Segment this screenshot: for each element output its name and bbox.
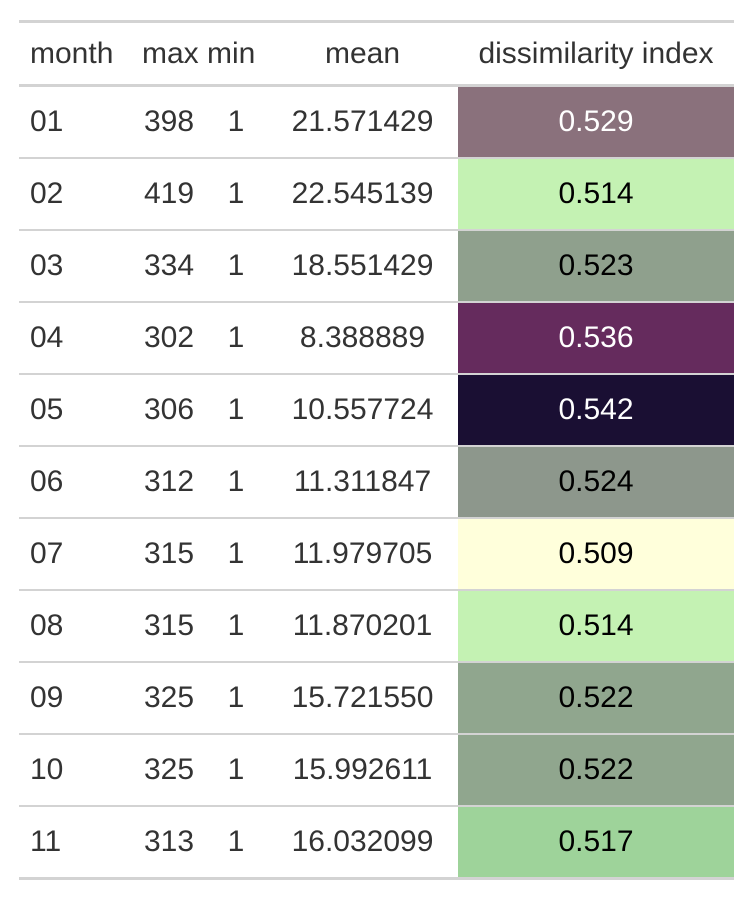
mean-cell: 15.721550 — [267, 661, 458, 734]
table-row: 04 302 1 8.388889 0.536 — [19, 301, 734, 374]
table-row: 07 315 1 11.979705 0.509 — [19, 517, 734, 590]
mean-cell: 11.870201 — [267, 589, 458, 662]
min-cell: 1 — [205, 589, 267, 662]
max-cell: 306 — [137, 373, 205, 446]
max-cell: 315 — [137, 589, 205, 662]
max-cell: 312 — [137, 445, 205, 518]
mean-cell: 18.551429 — [267, 229, 458, 302]
month-cell: 02 — [19, 157, 137, 230]
table-row: 06 312 1 11.311847 0.524 — [19, 445, 734, 518]
max-cell: 334 — [137, 229, 205, 302]
min-cell: 1 — [205, 517, 267, 590]
mean-cell: 21.571429 — [291, 105, 434, 138]
month-cell: 04 — [19, 301, 137, 374]
dissimilarity-index-cell: 0.509 — [458, 517, 734, 590]
mean-cell: 8.388889 — [267, 301, 458, 374]
dissimilarity-index-cell: 0.514 — [458, 157, 734, 230]
dissimilarity-index-cell: 0.524 — [458, 445, 734, 518]
max-cell: 302 — [137, 301, 205, 374]
table-row: 11 313 1 16.032099 0.517 — [19, 805, 734, 879]
dissimilarity-index-cell: 0.529 — [458, 85, 734, 158]
dissimilarity-index-cell: 0.536 — [458, 301, 734, 374]
data-table-container: month max min mean dissimilarity index 0… — [19, 20, 734, 880]
mean-cell: 11.979705 — [267, 517, 458, 590]
min-cell: 1 — [205, 157, 267, 230]
table-row: 03 334 1 18.551429 0.523 — [19, 229, 734, 302]
mean-cell: 11.311847 — [267, 445, 458, 518]
min-cell: 1 — [205, 229, 267, 302]
max-cell: 325 — [137, 661, 205, 734]
column-header-dissimilarity-index: dissimilarity index — [458, 21, 734, 87]
month-cell: 10 — [19, 733, 137, 806]
min-cell: 1 — [205, 733, 267, 806]
max-cell: 325 — [137, 733, 205, 806]
month-cell: 03 — [19, 229, 137, 302]
min-cell: 1 — [205, 805, 267, 879]
table-row: 08 315 1 11.870201 0.514 — [19, 589, 734, 662]
header-row: month max min mean dissimilarity index — [19, 21, 734, 87]
table-row: 01 398 1 21.571429 0.529 — [19, 85, 734, 158]
table-row: 09 325 1 15.721550 0.522 — [19, 661, 734, 734]
month-cell: 06 — [19, 445, 137, 518]
max-cell: 419 — [137, 157, 205, 230]
min-cell: 1 — [227, 105, 245, 138]
month-cell: 08 — [19, 589, 137, 662]
table-row: 10 325 1 15.992611 0.522 — [19, 733, 734, 806]
column-header-month: month — [19, 21, 137, 87]
month-cell: 11 — [19, 805, 137, 879]
dissimilarity-index-cell: 0.542 — [458, 373, 734, 446]
mean-cell: 22.545139 — [267, 157, 458, 230]
column-header-mean: mean — [267, 21, 458, 87]
column-header-max: max — [137, 21, 205, 87]
month-cell: 01 — [30, 105, 64, 138]
mean-cell: 10.557724 — [267, 373, 458, 446]
dissimilarity-index-cell: 0.522 — [458, 661, 734, 734]
max-cell: 315 — [137, 517, 205, 590]
column-header-min: min — [205, 21, 267, 87]
month-cell: 07 — [19, 517, 137, 590]
dissimilarity-index-cell: 0.514 — [458, 589, 734, 662]
table-body: 01 398 1 21.571429 0.529 02 419 1 22.545… — [19, 85, 734, 879]
max-cell: 398 — [144, 105, 195, 138]
min-cell: 1 — [205, 661, 267, 734]
dissimilarity-index-cell: 0.523 — [458, 229, 734, 302]
month-cell: 05 — [19, 373, 137, 446]
mean-cell: 15.992611 — [267, 733, 458, 806]
max-cell: 313 — [137, 805, 205, 879]
month-cell: 09 — [19, 661, 137, 734]
table-row: 02 419 1 22.545139 0.514 — [19, 157, 734, 230]
mean-cell: 16.032099 — [267, 805, 458, 879]
dissimilarity-index-cell: 0.517 — [458, 805, 734, 879]
dissimilarity-index-cell: 0.522 — [458, 733, 734, 806]
table-row: 05 306 1 10.557724 0.542 — [19, 373, 734, 446]
min-cell: 1 — [205, 445, 267, 518]
monthly-dissimilarity-table: month max min mean dissimilarity index 0… — [19, 20, 734, 880]
min-cell: 1 — [205, 373, 267, 446]
min-cell: 1 — [205, 301, 267, 374]
table-header: month max min mean dissimilarity index — [19, 21, 734, 87]
